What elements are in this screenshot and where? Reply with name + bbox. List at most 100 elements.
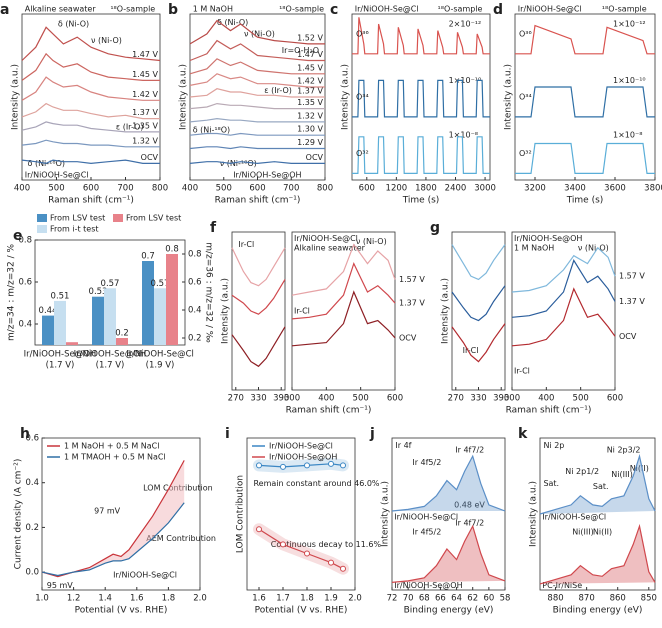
annotation: Remain constant around 46.0% [253, 479, 379, 488]
annotation: ε (Ir-O) [264, 86, 292, 95]
annotation: 1×10⁻¹⁰ [449, 76, 482, 85]
series-label: OCV [141, 153, 159, 162]
point [328, 460, 334, 467]
annotation: Continuous decay to 11.6% [271, 540, 382, 549]
annotation: 0.48 eV [454, 500, 485, 509]
y2-tick-label: 0.8 [188, 250, 202, 260]
annotation: Ir/NiOOH-Se@Cl [394, 513, 458, 522]
x-tick-label: 880 [547, 594, 563, 604]
x-tick-label: 2.0 [348, 594, 362, 604]
series-line [352, 79, 490, 118]
annotation: Ir/NiOOH-Se@OH [233, 171, 301, 180]
series-label: 1.57 V [619, 272, 645, 281]
annotation: Ir 4f5/2 [412, 458, 441, 467]
category-note: (1.7 V) [46, 361, 75, 371]
annotation: Ir 4f7/2 [455, 446, 484, 455]
point [340, 462, 346, 469]
y2-axis-label: m/z=36 : m/z=32 / ‰ [204, 242, 214, 343]
annotation: Ir 4f5/2 [412, 528, 441, 537]
series-line [41, 502, 185, 577]
plot-frame [391, 437, 506, 591]
legend-label: 1 M TMAOH + 0.5 M NaCl [64, 453, 166, 462]
y-axis-label: Intensity (a.u.) [341, 64, 351, 130]
y-axis-label: Intensity (a.u.) [504, 64, 514, 130]
series-line [391, 454, 506, 512]
series-line [189, 117, 325, 123]
panel-label: i [225, 426, 230, 442]
x-tick-label: 2400 [445, 184, 467, 194]
x-tick-label: 600 [607, 394, 623, 404]
x-tick-label: 2.0 [193, 594, 207, 604]
series-label: O³⁴ [519, 92, 532, 101]
panel-label: j [369, 426, 375, 442]
annotation: Ir-Cl [514, 367, 530, 376]
x-tick-label: 1.7 [276, 594, 290, 604]
panel-label: e [13, 228, 23, 244]
series-label: O³⁶ [356, 29, 369, 38]
point [280, 463, 286, 470]
value-label: 0.2 [115, 329, 129, 339]
x-axis-label: Potential (V vs. RHE) [75, 606, 168, 616]
series-line [21, 121, 160, 133]
x-tick-label: 400 [538, 394, 554, 404]
annotation: Ir/NiOOH-Se@Cl [113, 570, 177, 579]
series-line [451, 285, 506, 322]
annotation: Ir/NiOOH-Se@OH [394, 581, 462, 590]
annotation: 1 M NaOH [193, 5, 233, 14]
series-label: 1.57 V [399, 275, 425, 284]
annotation: Ir-Cl [238, 240, 254, 249]
series-line [451, 244, 506, 281]
series-line [21, 159, 160, 165]
series-label: 1.42 V [132, 90, 158, 99]
series-line [189, 19, 325, 45]
x-tick-label: 3600 [604, 184, 626, 194]
series-line [539, 523, 656, 585]
legend-label: Ir/NiOOH-Se@OH [269, 453, 337, 462]
x-tick-label: 500 [216, 184, 232, 194]
y-axis-label: Intensity (a.u.) [221, 278, 231, 344]
y-axis-label: Intensity (a.u.) [441, 278, 451, 344]
series-line [189, 161, 325, 165]
legend-label: From i-t test [50, 225, 99, 234]
annotation: Alkaline seawater [25, 5, 97, 14]
series-label: O³⁶ [519, 29, 532, 38]
annotation: Ir/NiOOH-Se@Cl [25, 171, 89, 180]
bar [66, 342, 78, 345]
series-line [515, 86, 655, 118]
x-tick-label: 700 [117, 184, 133, 194]
series-label: 1.30 V [297, 125, 323, 134]
annotation: Ir 4f7/2 [455, 519, 484, 528]
series-label: 1.52 V [297, 33, 323, 42]
annotation: Ir/NiOOH-Se@Cl [542, 513, 606, 522]
series-line [189, 88, 325, 98]
annotation: Ir/NiOOH-Se@Cl [355, 5, 419, 14]
series-line [391, 524, 506, 583]
series-line [352, 17, 490, 55]
annotation: PC-Ir/NiSe [542, 581, 582, 590]
category-label: Ir/NiOOH-Se@OH [74, 350, 147, 360]
annotation: Ni(III) [572, 528, 594, 537]
series-label: 1.32 V [132, 136, 158, 145]
series-line [189, 39, 325, 62]
annotation: AEM Contribution [146, 534, 216, 543]
panel-label: g [430, 220, 440, 236]
annotation: Ir/NiOOH-Se@Cl [518, 5, 582, 14]
series-line [189, 102, 325, 110]
x-tick-label: 300 [504, 394, 520, 404]
x-tick-label: 600 [83, 184, 99, 194]
x-tick-label: 500 [48, 184, 64, 194]
x-tick-label: 64 [451, 594, 462, 604]
x-axis-label: Binding energy (eV) [553, 606, 643, 616]
x-tick-label: 800 [152, 184, 168, 194]
series-label: OCV [306, 153, 324, 162]
y2-tick-label: 0.4 [188, 306, 202, 316]
series-label: OCV [399, 333, 417, 342]
annotation: δ (Ni-¹⁸O) [193, 126, 230, 135]
series-line [291, 290, 396, 347]
x-tick-label: 58 [500, 594, 511, 604]
x-tick-label: 1.8 [300, 594, 314, 604]
peak-area [540, 526, 655, 584]
value-label: 0.7 [141, 252, 155, 262]
series-label: 1.37 V [399, 299, 425, 308]
series-line [451, 323, 506, 363]
